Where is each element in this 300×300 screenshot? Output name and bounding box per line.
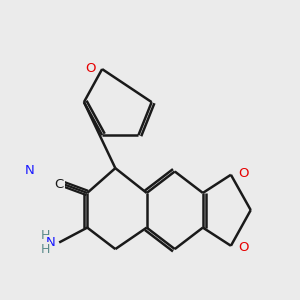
Text: C: C [55, 178, 64, 190]
Text: H: H [40, 243, 50, 256]
Text: H: H [40, 229, 50, 242]
Text: N: N [46, 236, 56, 249]
Text: N: N [25, 164, 35, 177]
Text: O: O [238, 241, 249, 254]
Text: O: O [85, 62, 96, 75]
Text: O: O [238, 167, 249, 180]
